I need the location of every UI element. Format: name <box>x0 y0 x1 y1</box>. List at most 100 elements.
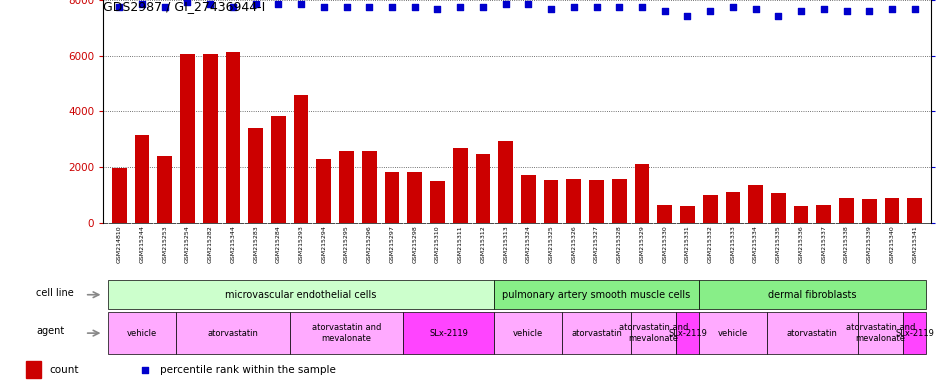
Point <box>498 2 513 8</box>
Text: GSM215282: GSM215282 <box>208 225 212 263</box>
Bar <box>903 312 926 354</box>
Text: microvascular endothelial cells: microvascular endothelial cells <box>226 290 377 300</box>
Text: GSM215284: GSM215284 <box>275 225 281 263</box>
Text: atorvastatin and
mevalonate: atorvastatin and mevalonate <box>619 323 688 343</box>
Point <box>680 13 695 19</box>
Text: atorvastatin: atorvastatin <box>787 329 838 338</box>
Point <box>839 8 854 14</box>
Bar <box>317 159 331 223</box>
Bar <box>862 199 877 223</box>
Text: dermal fibroblasts: dermal fibroblasts <box>768 290 856 300</box>
Text: GSM215311: GSM215311 <box>458 225 462 263</box>
Text: agent: agent <box>36 326 65 336</box>
Point <box>203 2 218 8</box>
Point <box>226 3 241 10</box>
Text: SLx-2119: SLx-2119 <box>668 329 707 338</box>
Text: GSM215335: GSM215335 <box>776 225 781 263</box>
Bar <box>907 199 922 223</box>
Bar <box>698 280 926 310</box>
Bar <box>858 312 903 354</box>
Bar <box>293 95 308 223</box>
Text: atorvastatin: atorvastatin <box>208 329 258 338</box>
Point <box>748 6 763 12</box>
Point <box>293 2 308 8</box>
Bar <box>634 164 650 223</box>
Text: GSM215334: GSM215334 <box>753 225 759 263</box>
Text: GSM215341: GSM215341 <box>912 225 917 263</box>
Point <box>521 2 536 8</box>
Text: GSM215297: GSM215297 <box>389 225 395 263</box>
Text: GSM215313: GSM215313 <box>503 225 509 263</box>
Point <box>816 6 831 12</box>
Point <box>157 3 172 10</box>
Text: GSM215328: GSM215328 <box>617 225 621 263</box>
Point <box>793 8 808 14</box>
Text: GSM215312: GSM215312 <box>480 225 485 263</box>
Bar <box>885 199 900 223</box>
Text: vehicle: vehicle <box>127 329 157 338</box>
Point <box>134 2 149 8</box>
Point <box>589 3 604 10</box>
Point <box>317 3 332 10</box>
Text: GSM215336: GSM215336 <box>799 225 804 263</box>
Bar <box>771 193 786 223</box>
Bar <box>384 172 400 223</box>
Bar <box>494 280 698 310</box>
Text: SLx-2119: SLx-2119 <box>895 329 934 338</box>
Text: GSM215327: GSM215327 <box>594 225 599 263</box>
Bar <box>767 312 858 354</box>
Bar <box>680 206 695 223</box>
Bar <box>589 180 603 223</box>
Bar <box>748 185 763 223</box>
Bar <box>362 151 377 223</box>
Bar <box>562 312 631 354</box>
Text: GSM215344: GSM215344 <box>230 225 235 263</box>
Text: GSM215296: GSM215296 <box>367 225 372 263</box>
Point <box>476 3 491 10</box>
Point <box>657 8 672 14</box>
Bar <box>657 205 672 223</box>
Bar <box>793 206 808 223</box>
Point <box>907 6 922 12</box>
Point <box>430 6 445 12</box>
Text: SLx-2119: SLx-2119 <box>430 329 468 338</box>
Text: GSM215283: GSM215283 <box>253 225 258 263</box>
Point <box>702 8 717 14</box>
Point <box>137 366 152 372</box>
Text: GSM215337: GSM215337 <box>822 225 826 263</box>
Text: GSM215333: GSM215333 <box>730 225 735 263</box>
Bar <box>726 192 741 223</box>
Bar <box>476 154 491 223</box>
Bar <box>839 199 854 223</box>
Text: GSM215340: GSM215340 <box>889 225 895 263</box>
Bar <box>817 205 831 223</box>
Text: atorvastatin: atorvastatin <box>572 329 622 338</box>
Text: GSM214810: GSM214810 <box>117 225 122 263</box>
Bar <box>543 180 558 223</box>
Point <box>407 3 422 10</box>
Text: percentile rank within the sample: percentile rank within the sample <box>160 364 337 375</box>
Text: pulmonary artery smooth muscle cells: pulmonary artery smooth muscle cells <box>502 290 691 300</box>
Text: GDS2987 / GI_27436944-I: GDS2987 / GI_27436944-I <box>103 0 266 13</box>
Text: GSM215254: GSM215254 <box>185 225 190 263</box>
Point <box>384 3 400 10</box>
Point <box>726 3 741 10</box>
Text: GSM215332: GSM215332 <box>708 225 713 263</box>
Text: GSM215310: GSM215310 <box>435 225 440 263</box>
Text: GSM215329: GSM215329 <box>639 225 645 263</box>
Point <box>180 0 195 5</box>
Bar <box>567 179 581 223</box>
Point <box>248 2 263 8</box>
Point <box>771 13 786 19</box>
Point <box>862 8 877 14</box>
Bar <box>494 312 562 354</box>
Point <box>362 3 377 10</box>
Bar <box>631 312 676 354</box>
Text: GSM215339: GSM215339 <box>867 225 871 263</box>
Text: cell line: cell line <box>36 288 74 298</box>
Bar <box>108 280 494 310</box>
Bar <box>134 135 149 223</box>
Point <box>885 6 900 12</box>
Text: GSM215293: GSM215293 <box>299 225 304 263</box>
Bar <box>612 179 627 223</box>
